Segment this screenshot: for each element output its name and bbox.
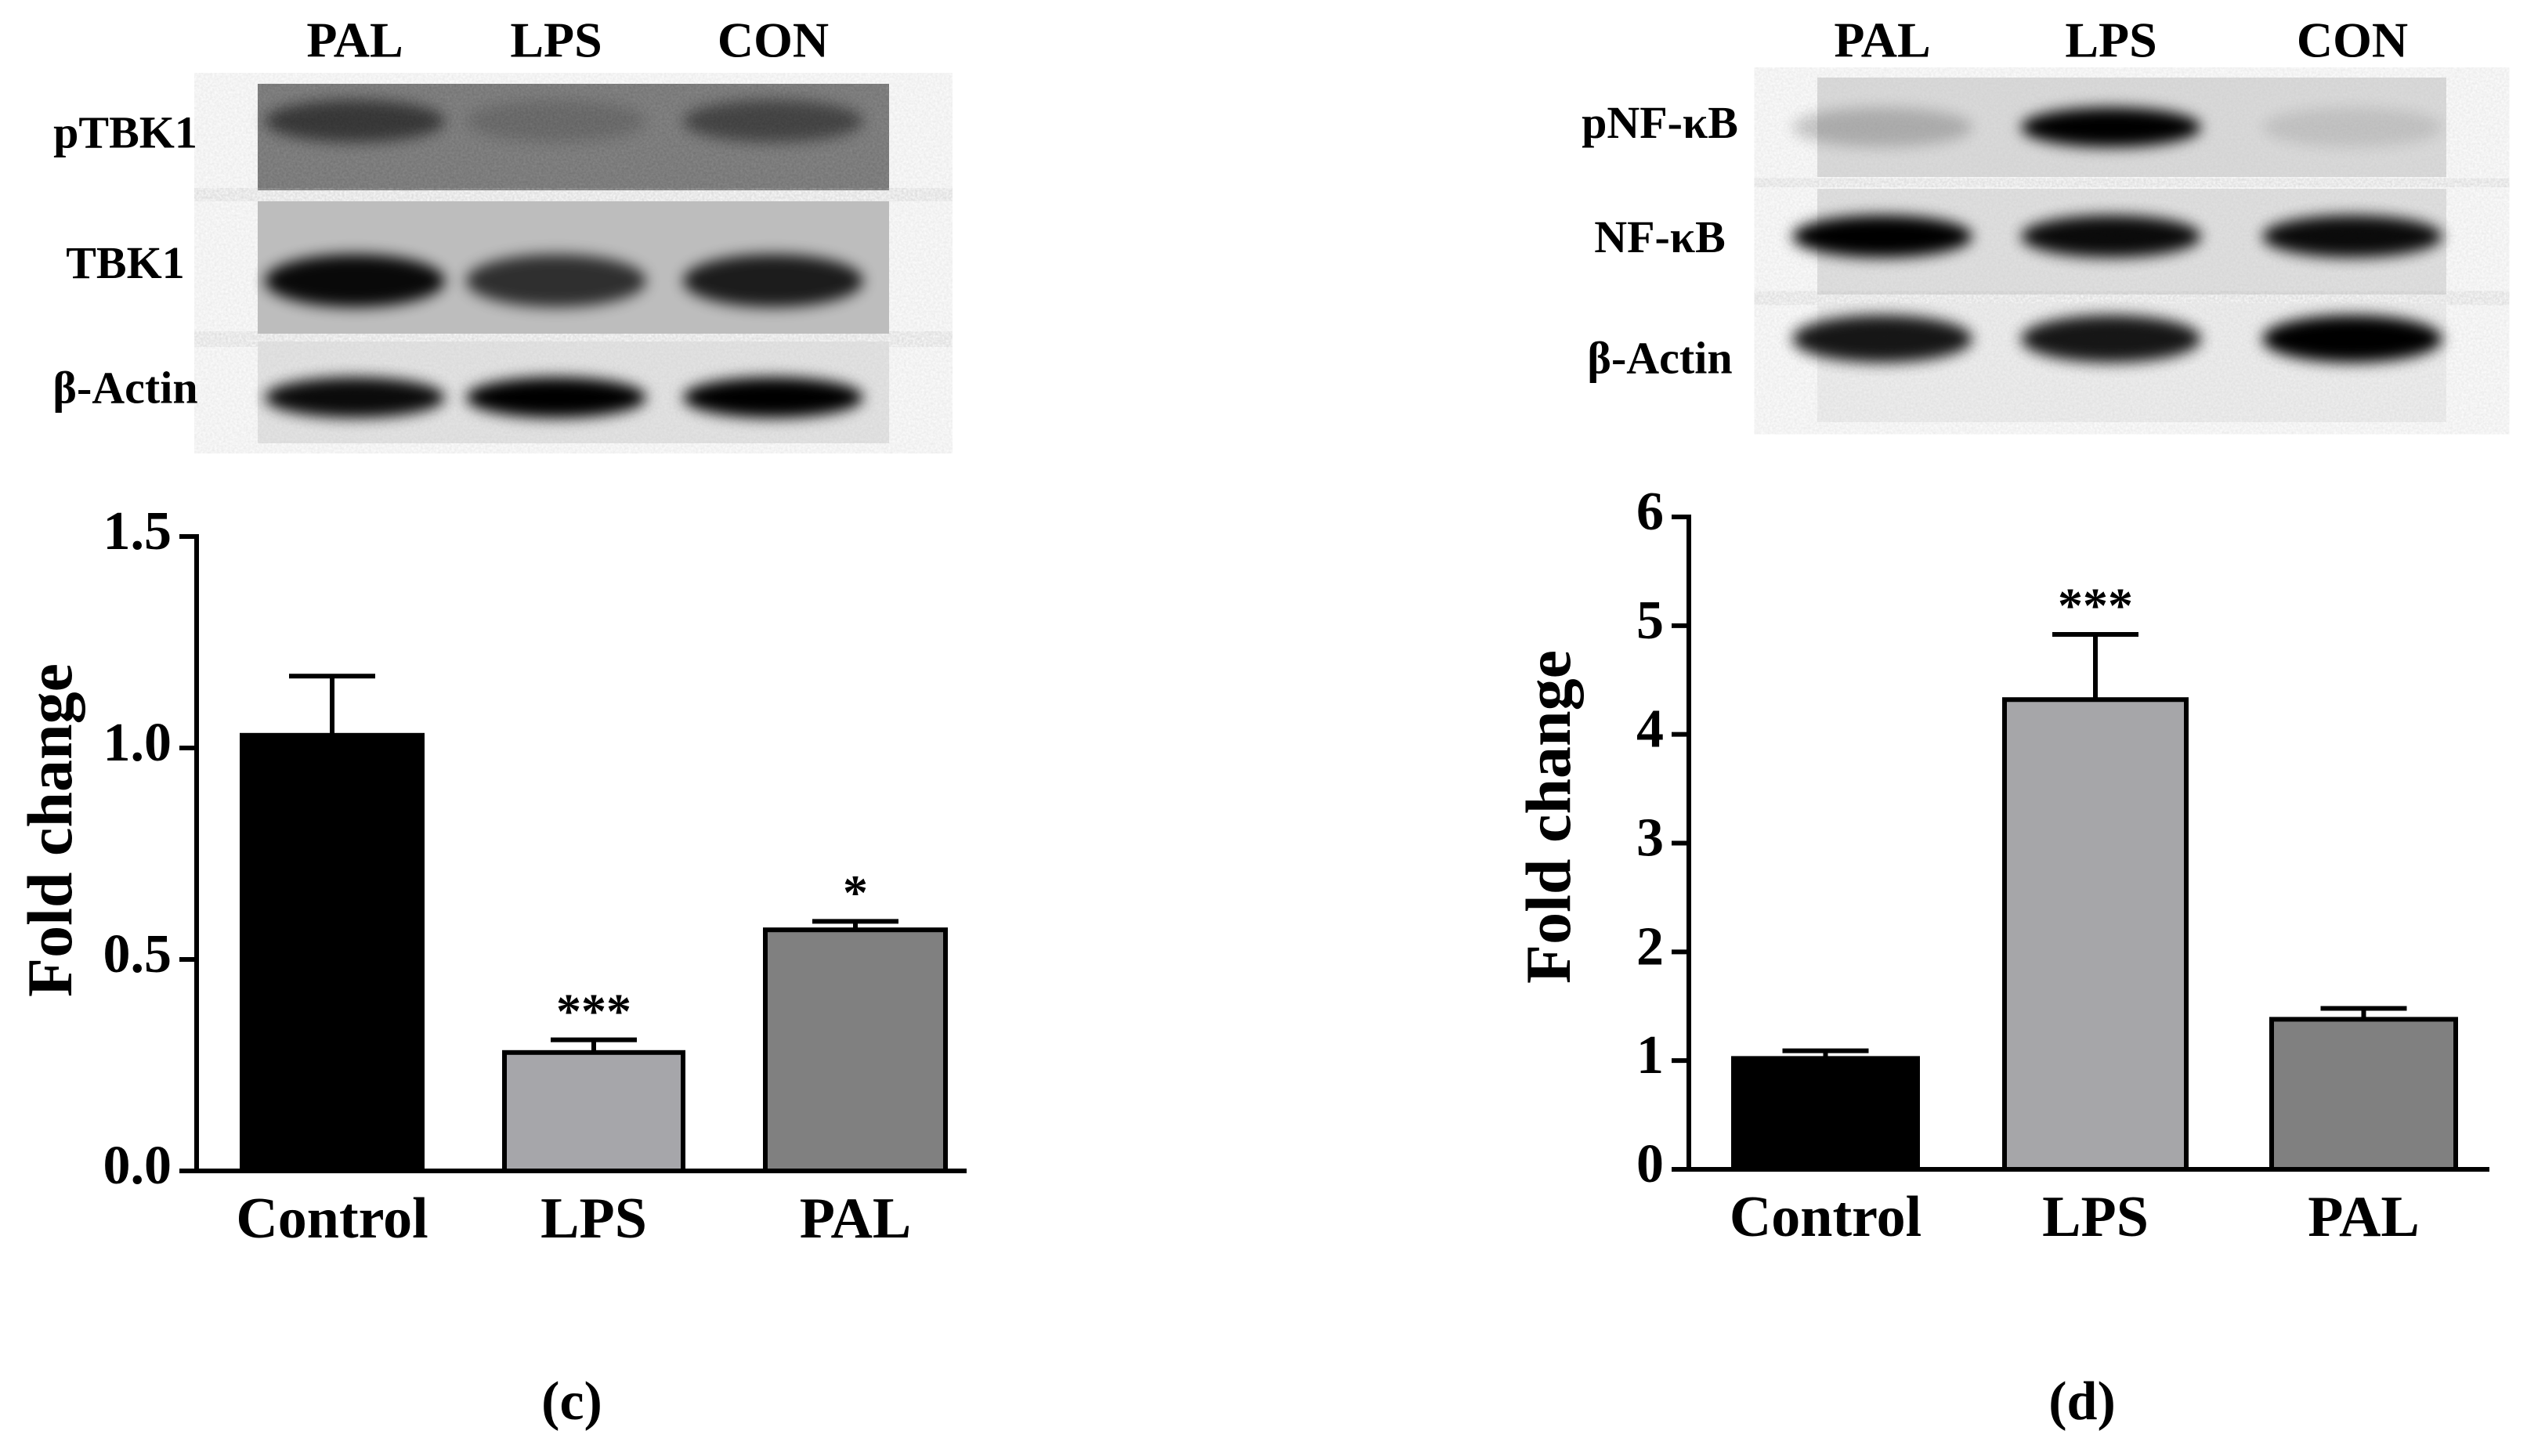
lane-label: LPS [2065,13,2156,68]
x-tick-label: LPS [2042,1185,2149,1249]
x-tick-label: LPS [540,1187,647,1251]
blot-row-label: NF-κB [1594,211,1726,262]
blot-band [2021,315,2201,363]
blot-band [2262,315,2442,363]
blot-band [2262,107,2442,147]
blot-band [1792,315,1972,363]
blot-band [2262,215,2442,258]
blot-band [683,254,863,308]
blot-band [265,99,445,143]
y-tick-label: 4 [1636,699,1664,760]
x-tick-label: Control [1730,1185,1921,1249]
y-tick-label: 3 [1636,808,1664,869]
y-tick-label: 2 [1636,916,1664,977]
x-tick-label: PAL [2308,1185,2420,1249]
blot-band [683,99,863,143]
blot-band [1792,107,1972,147]
y-tick-label: 0 [1636,1134,1664,1194]
blot-band [466,254,646,308]
blot-band [2021,107,2201,147]
blot-band [265,377,445,418]
bar [2002,697,2189,1172]
blot-row-label: β-Actin [1587,332,1732,383]
panel-label: (c) [541,1371,602,1432]
blot-band [265,254,445,308]
y-tick-label: 1.5 [103,501,172,562]
y-axis-label: Fold change [14,663,85,997]
significance-label: *** [2058,578,2133,634]
blot-row-label: pTBK1 [53,107,197,157]
y-tick-label: 1.0 [103,713,172,773]
y-tick-label: 0.5 [103,924,172,985]
x-tick-label: PAL [800,1187,912,1251]
lane-label: CON [2297,13,2408,68]
x-tick-label: Control [236,1187,428,1251]
blot-band [466,99,646,143]
bar [240,732,425,1173]
lane-label: PAL [306,13,403,68]
lane-label: PAL [1834,13,1930,68]
bar [763,927,948,1173]
y-tick-label: 1 [1636,1025,1664,1086]
lane-label: CON [718,13,829,68]
blot-band [2021,215,2201,258]
blot-band [683,377,863,418]
panel-label: (d) [2048,1371,2116,1432]
blot-row-label: pNF-κB [1582,97,1738,148]
significance-label: * [843,865,868,920]
bar [502,1050,685,1174]
blot-row-label: TBK1 [66,237,185,288]
y-axis-label: Fold change [1513,650,1584,984]
y-tick-label: 0.0 [103,1136,172,1196]
blot-band [466,377,646,418]
significance-label: *** [556,983,631,1039]
lane-label: LPS [510,13,602,68]
blot-band [1792,215,1972,258]
bar [1731,1056,1920,1172]
y-tick-label: 6 [1636,482,1664,542]
bar [2269,1017,2458,1172]
y-tick-label: 5 [1636,591,1664,651]
blot-row-label: β-Actin [52,362,197,413]
